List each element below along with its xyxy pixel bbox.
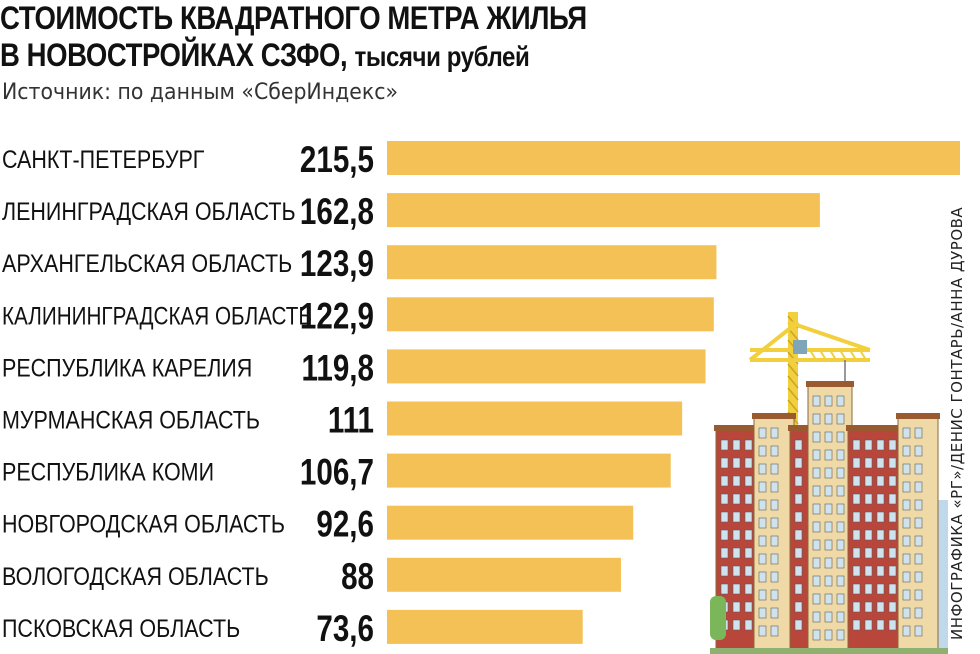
value-label: 92,6 xyxy=(316,505,374,546)
value-label: 73,6 xyxy=(316,609,374,650)
title-line-2: В НОВОСТРОЙКАХ СЗФО, тысячи рублей xyxy=(0,37,587,75)
building-icon xyxy=(710,381,948,654)
category-label: ЛЕНИНГРАДСКАЯ ОБЛАСТЬ xyxy=(2,198,296,226)
category-label: ПСКОВСКАЯ ОБЛАСТЬ xyxy=(2,614,240,642)
category-label: РЕСПУБЛИКА КОМИ xyxy=(2,458,214,486)
value-label: 123,9 xyxy=(300,244,374,285)
value-label: 162,8 xyxy=(300,192,374,233)
category-label: МУРМАНСКАЯ ОБЛАСТЬ xyxy=(2,406,260,434)
category-label: САНКТ-ПЕТЕРБУРГ xyxy=(2,145,205,173)
category-label: ВОЛОГОДСКАЯ ОБЛАСТЬ xyxy=(2,562,269,590)
bar xyxy=(387,141,960,175)
bar xyxy=(387,453,671,488)
value-label: 111 xyxy=(328,400,374,441)
bar xyxy=(387,609,583,644)
category-label: КАЛИНИНГРАДСКАЯ ОБЛАСТЬ xyxy=(2,301,312,329)
value-label: 88 xyxy=(341,557,374,598)
bar xyxy=(387,557,621,592)
category-label: РЕСПУБЛИКА КАРЕЛИЯ xyxy=(2,354,252,382)
chart-title: СТОИМОСТЬ КВАДРАТНОГО МЕТРА ЖИЛЬЯ В НОВО… xyxy=(0,0,587,75)
value-label: 215,5 xyxy=(300,140,374,181)
value-label: 119,8 xyxy=(302,348,374,389)
title-unit: тысячи рублей xyxy=(354,41,530,72)
tree-icon xyxy=(710,596,726,640)
category-label: НОВГОРОДСКАЯ ОБЛАСТЬ xyxy=(2,510,285,538)
bar xyxy=(387,193,820,228)
title-line-1: СТОИМОСТЬ КВАДРАТНОГО МЕТРА ЖИЛЬЯ xyxy=(0,0,587,36)
title-region: В НОВОСТРОЙКАХ СЗФО, xyxy=(0,37,348,73)
source-note: Источник: по данным «СберИндекс» xyxy=(2,80,398,105)
bar xyxy=(387,505,634,540)
bar xyxy=(387,401,683,436)
value-label: 106,7 xyxy=(300,453,374,494)
value-label: 122,9 xyxy=(300,296,374,337)
building-illustration xyxy=(710,312,948,654)
bar xyxy=(387,245,717,280)
bar xyxy=(387,349,706,384)
category-label: АРХАНГЕЛЬСКАЯ ОБЛАСТЬ xyxy=(2,250,292,278)
bar xyxy=(387,297,714,332)
